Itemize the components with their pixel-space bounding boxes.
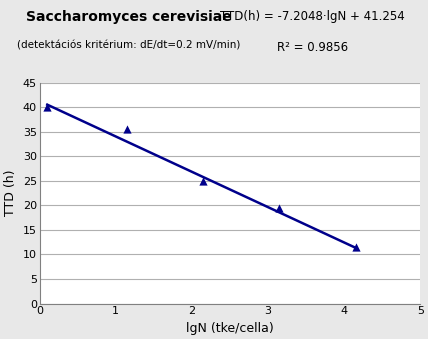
Point [200,178,207,184]
Text: (detektációs kritérium: dE/dt=0.2 mV/min): (detektációs kritérium: dE/dt=0.2 mV/min… [17,41,240,51]
Text: R² = 0.9856: R² = 0.9856 [277,41,348,54]
Point [44,104,51,110]
Y-axis label: TTD (h): TTD (h) [4,170,17,216]
X-axis label: lgN (tke/cella): lgN (tke/cella) [186,322,274,335]
Point [352,244,359,250]
Point [276,205,283,211]
Point [124,127,131,132]
Text: TTD(h) = -7.2048·lgN + 41.254: TTD(h) = -7.2048·lgN + 41.254 [220,10,405,23]
Text: Saccharomyces cerevisiae: Saccharomyces cerevisiae [26,10,231,24]
